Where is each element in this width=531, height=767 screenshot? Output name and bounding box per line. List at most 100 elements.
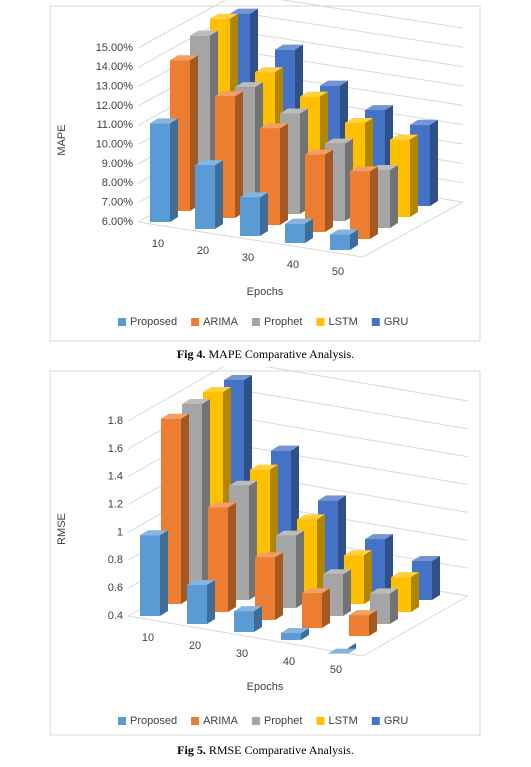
bar-top <box>300 91 328 97</box>
bar-top <box>161 413 189 419</box>
floor-edge <box>362 595 469 657</box>
y-tick-label: 7.00% <box>102 197 133 209</box>
bar-side <box>432 556 440 600</box>
caption-text: MAPE Comparative Analysis. <box>208 347 355 361</box>
bar-side <box>160 530 168 616</box>
legend-label: LSTM <box>328 316 357 328</box>
legend-label: Prophet <box>264 715 303 727</box>
caption-label: Fig 4. <box>176 347 206 361</box>
chart: 0.4 0.6 0.8 1 1.2 1.4 1.6 1.8 10 20 30 40 50 Epochs RM… <box>49 367 481 736</box>
bar-top <box>390 134 418 140</box>
bar-side <box>280 123 288 225</box>
grid-line <box>127 367 224 422</box>
bar-top <box>230 8 258 14</box>
bar-side <box>275 552 283 620</box>
legend-label: GRU <box>384 316 409 328</box>
bar <box>305 154 325 232</box>
bar-top <box>391 572 419 578</box>
legend-swatch <box>251 717 260 725</box>
bar-side <box>430 119 438 206</box>
x-tick-label: 10 <box>152 238 164 250</box>
bar-top <box>195 160 223 166</box>
bar-side <box>181 413 189 604</box>
legend-swatch <box>371 717 380 725</box>
caption-text: RMSE Comparative Analysis. <box>208 743 354 757</box>
bar-top <box>285 218 313 224</box>
legend-swatch <box>191 717 200 725</box>
bar-side <box>322 588 330 628</box>
x-axis-title: Epochs <box>247 286 284 298</box>
bar <box>350 171 370 239</box>
bar-top <box>260 123 288 129</box>
bar-top <box>344 550 372 556</box>
y-tick-label: 0.4 <box>108 610 123 622</box>
y-tick-label: 11.00% <box>97 119 134 131</box>
y-tick-label: 1.4 <box>108 471 123 483</box>
bar <box>195 165 215 229</box>
bar-side <box>254 606 262 632</box>
y-tick-label: 15.00% <box>96 42 134 54</box>
bar-top <box>275 44 303 50</box>
bar-side <box>390 588 398 624</box>
grid-line <box>232 416 469 458</box>
bar-top <box>365 534 393 540</box>
legend-label: Proposed <box>130 715 177 727</box>
bar-top <box>271 445 299 451</box>
y-tick-label: 6.00% <box>102 216 133 228</box>
y-tick-label: 1.8 <box>108 415 123 427</box>
bar-top <box>412 556 440 561</box>
y-axis-title: MAPE <box>56 124 68 155</box>
bar <box>187 585 207 624</box>
bar-side <box>364 550 372 604</box>
bar-top <box>276 530 304 536</box>
bar-side <box>235 91 243 218</box>
floor-edge <box>127 615 364 657</box>
legend-label: Proposed <box>130 316 177 328</box>
bar-top <box>365 105 393 111</box>
bar-side <box>170 118 178 222</box>
bar-top <box>302 588 330 594</box>
x-axis-title: Epochs <box>247 681 284 693</box>
y-tick-label: 0.6 <box>108 582 123 594</box>
legend-label: GRU <box>384 715 409 727</box>
x-tick-label: 30 <box>242 252 254 264</box>
bar-top <box>190 30 218 36</box>
bar-side <box>370 166 378 239</box>
bar <box>140 535 160 616</box>
bar <box>285 223 305 243</box>
bar-side <box>325 149 333 232</box>
bar-side <box>305 218 313 243</box>
y-tick-label: 0.8 <box>108 554 123 566</box>
floor-edge <box>362 201 464 258</box>
grid-line <box>137 0 227 49</box>
bar-top <box>229 480 257 486</box>
bar <box>150 123 170 222</box>
legend-swatch <box>191 318 200 326</box>
figure-caption: Fig 5. RMSE Comparative Analysis. <box>0 741 531 763</box>
x-tick-label: 30 <box>236 648 248 660</box>
bar-top <box>349 610 377 616</box>
x-tick-label: 40 <box>283 656 295 668</box>
bar-top <box>208 502 236 508</box>
bar <box>330 234 350 250</box>
bar-top <box>328 648 356 654</box>
legend-label: ARIMA <box>203 316 239 328</box>
floor-edge <box>137 221 364 258</box>
y-tick-label: 10.00% <box>96 139 134 151</box>
bar-side <box>215 160 223 229</box>
y-axis-title: RMSE <box>56 513 68 545</box>
legend-swatch <box>118 717 126 725</box>
bar-side <box>207 580 215 624</box>
x-tick-label: 50 <box>330 664 342 676</box>
grid-line <box>265 367 469 402</box>
x-tick-label: 50 <box>332 266 344 278</box>
legend-swatch <box>371 318 380 326</box>
bar-top <box>280 108 308 114</box>
bar-top <box>320 80 348 86</box>
bar-top <box>370 588 398 594</box>
chart: 6.00% 7.00% 8.00% 9.00% 10.00% 11.00% 12.00% 13… <box>49 0 481 342</box>
bar-top <box>350 166 378 172</box>
figure-caption: Fig 4. MAPE Comparative Analysis. <box>0 345 531 367</box>
bar-top <box>250 464 278 470</box>
